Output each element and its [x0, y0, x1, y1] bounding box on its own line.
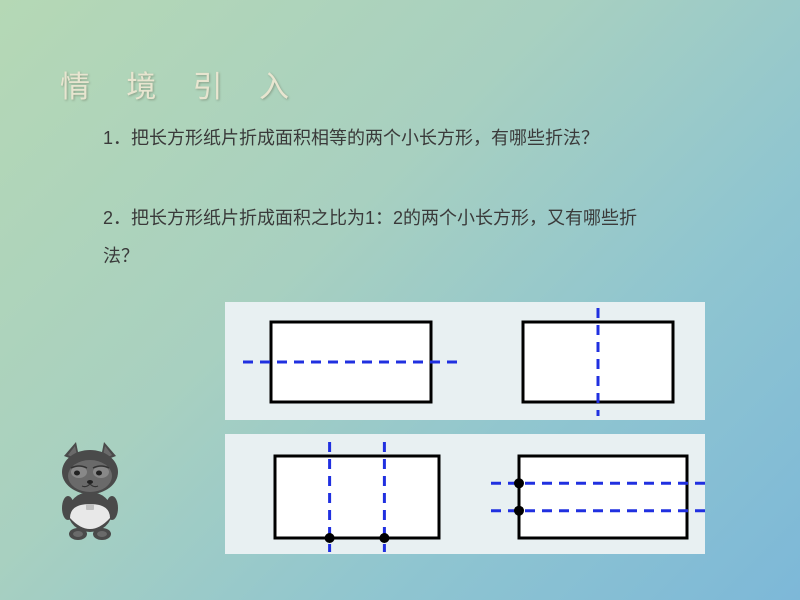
- diagram-panel-top: [225, 302, 705, 420]
- diagram-equal-halves: [225, 302, 705, 420]
- question-2: 2．把长方形纸片折成面积之比为1：2的两个小长方形，又有哪些折法？: [103, 200, 643, 276]
- diagram-panel-bottom: [225, 434, 705, 554]
- question-1: 1．把长方形纸片折成面积相等的两个小长方形，有哪些折法？: [103, 120, 643, 158]
- slide-title: 情 境 引 入: [60, 62, 303, 106]
- character-icon: [46, 440, 134, 540]
- diagram-one-to-two: [225, 434, 705, 554]
